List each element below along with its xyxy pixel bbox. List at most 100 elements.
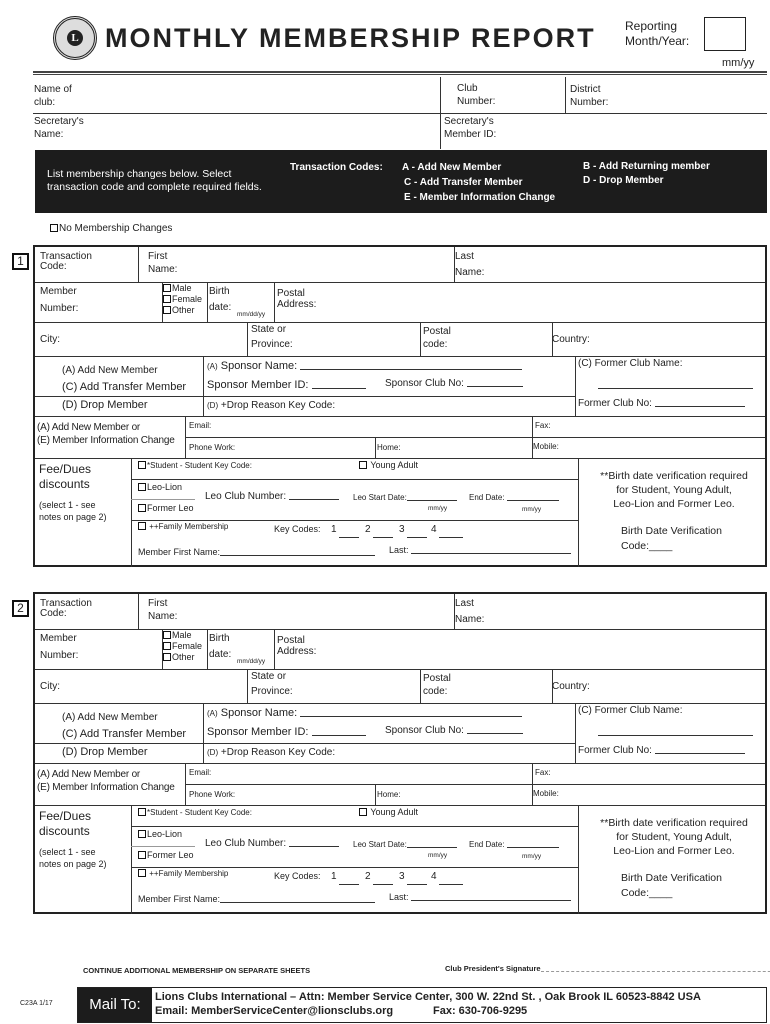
verification-code-field[interactable]: Birth Date Verification Code:____ — [621, 872, 722, 899]
former-club-no-field[interactable]: Former Club No: — [578, 398, 745, 411]
key-code-1[interactable]: 1 — [331, 524, 360, 538]
start-date-hint: mm/yy — [428, 505, 448, 512]
leo-club-number-field[interactable]: Leo Club Number: — [205, 838, 339, 851]
key-codes-label: Key Codes: — [274, 871, 321, 881]
family-first-name-field[interactable]: Member First Name: — [138, 547, 376, 558]
mailing-address: Lions Clubs International – Attn: Member… — [155, 991, 701, 1003]
sponsor-club-field[interactable]: Sponsor Club No: — [385, 378, 523, 391]
club-name-label[interactable]: Name of club: — [34, 84, 72, 108]
phone-work-field[interactable]: Phone Work: — [189, 443, 236, 452]
leo-lion-checkbox[interactable]: Leo-Lion — [138, 482, 182, 493]
member-number-field[interactable]: Member Number: — [40, 633, 79, 661]
key-code-1[interactable]: 1 — [331, 871, 360, 885]
former-club-name-field[interactable]: (C) Former Club Name: — [578, 705, 683, 716]
family-first-name-field[interactable]: Member First Name: — [138, 894, 376, 905]
family-membership-checkbox[interactable]: ++Family Membership — [138, 869, 228, 879]
birth-date-field[interactable]: Birth date: — [209, 633, 232, 660]
family-membership-checkbox[interactable]: ++Family Membership — [138, 522, 228, 532]
birth-date-hint: mm/dd/yy — [237, 658, 266, 665]
sponsor-name-field[interactable]: (A) Sponsor Name: — [207, 707, 523, 721]
key-code-2[interactable]: 2 — [365, 524, 394, 538]
leo-end-date-field[interactable]: End Date: — [469, 492, 559, 503]
first-name-field[interactable]: First Name: — [148, 598, 178, 622]
key-code-4[interactable]: 4 — [431, 871, 464, 885]
transaction-code-field[interactable]: Transaction Code: — [40, 598, 92, 619]
secretary-name-label[interactable]: Secretary's Name: — [34, 116, 84, 140]
former-club-name-line[interactable] — [598, 380, 753, 389]
female-checkbox[interactable]: Female — [163, 641, 202, 652]
country-field[interactable]: Country: — [552, 334, 590, 345]
postal-address-field[interactable]: Postal Address: — [277, 635, 317, 657]
last-name-field[interactable]: Last Name: — [455, 598, 485, 625]
former-leo-checkbox[interactable]: Former Leo — [138, 503, 194, 514]
fee-note: (select 1 - see notes on page 2) — [39, 847, 107, 869]
leo-club-number-field[interactable]: Leo Club Number: — [205, 491, 339, 504]
key-code-3[interactable]: 3 — [399, 871, 428, 885]
postal-address-field[interactable]: Postal Address: — [277, 288, 317, 310]
transaction-code-field[interactable]: Transaction Code: — [40, 251, 92, 272]
female-checkbox[interactable]: Female — [163, 294, 202, 305]
sponsor-id-field[interactable]: Sponsor Member ID: — [207, 726, 366, 740]
former-leo-checkbox[interactable]: Former Leo — [138, 850, 194, 861]
postal-code-field[interactable]: Postal code: — [423, 673, 451, 697]
key-code-2[interactable]: 2 — [365, 871, 394, 885]
gender-options: Male Female Other — [163, 630, 202, 663]
district-number-label[interactable]: District Number: — [570, 84, 609, 108]
checkbox-icon[interactable] — [50, 224, 58, 232]
sponsor-id-field[interactable]: Sponsor Member ID: — [207, 379, 366, 393]
last-name-field[interactable]: Last Name: — [455, 251, 485, 278]
email-field[interactable]: Email: — [189, 421, 212, 430]
leo-end-date-field[interactable]: End Date: — [469, 839, 559, 850]
male-checkbox[interactable]: Male — [163, 283, 202, 294]
contact-email[interactable]: Email: MemberServiceCenter@lionsclubs.or… — [155, 1005, 394, 1017]
family-last-name-field[interactable]: Last: — [389, 545, 572, 556]
home-phone-field[interactable]: Home: — [377, 790, 401, 799]
key-code-3[interactable]: 3 — [399, 524, 428, 538]
verification-note: **Birth date verification required for St… — [600, 817, 748, 857]
city-field[interactable]: City: — [40, 334, 60, 345]
other-checkbox[interactable]: Other — [163, 305, 202, 316]
young-adult-checkbox[interactable]: Young Adult — [359, 460, 418, 471]
city-field[interactable]: City: — [40, 681, 60, 692]
male-checkbox[interactable]: Male — [163, 630, 202, 641]
no-changes-checkbox[interactable]: No Membership Changes — [50, 223, 172, 236]
phone-work-field[interactable]: Phone Work: — [189, 790, 236, 799]
first-name-field[interactable]: First Name: — [148, 251, 178, 275]
state-field[interactable]: State or Province: — [251, 324, 293, 350]
fax-field[interactable]: Fax: — [535, 768, 551, 777]
mobile-field[interactable]: Mobile: — [533, 789, 559, 798]
other-checkbox[interactable]: Other — [163, 652, 202, 663]
key-code-4[interactable]: 4 — [431, 524, 464, 538]
family-last-name-field[interactable]: Last: — [389, 892, 572, 903]
sponsor-club-field[interactable]: Sponsor Club No: — [385, 725, 523, 738]
reporting-month-year-input[interactable] — [704, 17, 746, 51]
fee-note: (select 1 - see notes on page 2) — [39, 500, 107, 522]
birth-date-field[interactable]: Birth date: — [209, 286, 232, 313]
student-checkbox[interactable]: *Student - Student Key Code: — [138, 808, 252, 818]
verification-code-field[interactable]: Birth Date Verification Code:____ — [621, 525, 722, 552]
former-club-no-field[interactable]: Former Club No: — [578, 745, 745, 758]
postal-code-field[interactable]: Postal code: — [423, 326, 451, 350]
code-a: A - Add New Member — [402, 162, 502, 173]
club-number-label[interactable]: Club Number: — [457, 83, 496, 107]
young-adult-checkbox[interactable]: Young Adult — [359, 807, 418, 818]
president-signature-field[interactable]: Club President's Signature — [445, 964, 770, 973]
former-club-name-line[interactable] — [598, 727, 753, 736]
leo-start-date-field[interactable]: Leo Start Date: — [353, 492, 457, 503]
state-field[interactable]: State or Province: — [251, 671, 293, 697]
email-field[interactable]: Email: — [189, 768, 212, 777]
sponsor-name-field[interactable]: (A) Sponsor Name: — [207, 360, 523, 374]
country-field[interactable]: Country: — [552, 681, 590, 692]
student-checkbox[interactable]: *Student - Student Key Code: — [138, 461, 252, 471]
home-phone-field[interactable]: Home: — [377, 443, 401, 452]
fax-field[interactable]: Fax: — [535, 421, 551, 430]
secretary-id-label[interactable]: Secretary's Member ID: — [444, 116, 497, 140]
mobile-field[interactable]: Mobile: — [533, 442, 559, 451]
instructions-band: List membership changes below. Select tra… — [35, 150, 767, 213]
leo-start-date-field[interactable]: Leo Start Date: — [353, 839, 457, 850]
leo-lion-checkbox[interactable]: Leo-Lion — [138, 829, 182, 840]
former-club-name-field[interactable]: (C) Former Club Name: — [578, 358, 683, 369]
member-number-field[interactable]: Member Number: — [40, 286, 79, 314]
drop-reason-field[interactable]: (D) +Drop Reason Key Code: — [207, 400, 336, 411]
drop-reason-field[interactable]: (D) +Drop Reason Key Code: — [207, 747, 336, 758]
